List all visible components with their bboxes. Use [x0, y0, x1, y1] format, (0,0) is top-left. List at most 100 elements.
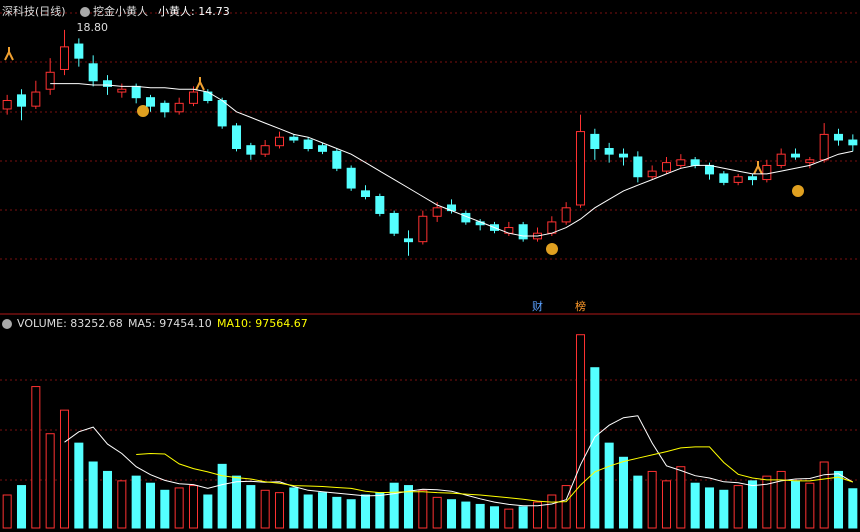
- volume-bar: [547, 494, 557, 529]
- volume-bar: [819, 461, 829, 529]
- volume-bar: [418, 489, 428, 529]
- volume-bar: [2, 494, 12, 529]
- volume-bar: [246, 485, 256, 529]
- volume-bar: [303, 494, 313, 529]
- volume-bar: [532, 501, 543, 529]
- candle-body: [102, 80, 113, 87]
- volume-bar: [145, 482, 156, 529]
- money-bag-icon: [792, 185, 804, 197]
- candle-body: [131, 85, 141, 99]
- price-ma-line: [50, 83, 853, 237]
- candle-body: [88, 63, 98, 82]
- volume-bar: [575, 334, 586, 529]
- candle-body: [217, 100, 227, 127]
- volume-bar: [704, 487, 715, 529]
- volume-bar: [590, 367, 600, 529]
- indicator-name: 挖金小黄人: [93, 4, 148, 18]
- candle-body: [317, 145, 328, 152]
- candle-body: [74, 43, 84, 59]
- indicator-label: 小黄人: 14.73: [158, 4, 230, 18]
- volume-bar: [504, 508, 514, 529]
- volume-bar: [747, 480, 758, 529]
- figure-icon: [753, 161, 763, 175]
- volume-bar: [375, 492, 385, 529]
- max-price-label: 18.80: [77, 21, 109, 34]
- candle-body: [690, 159, 700, 166]
- candle-body: [403, 238, 414, 243]
- event-marker: 财: [532, 299, 543, 313]
- volume-bar: [59, 409, 70, 529]
- candle-body: [575, 131, 586, 206]
- candle-body: [590, 133, 600, 150]
- candle-body: [719, 173, 729, 183]
- candle-body: [289, 136, 299, 141]
- volume-bar: [432, 496, 442, 529]
- candle-body: [762, 164, 772, 181]
- volume-bar: [690, 482, 700, 529]
- volume-bar: [403, 485, 414, 529]
- volume-bar: [604, 442, 614, 529]
- volume-bar: [733, 485, 743, 529]
- candle-body: [547, 221, 557, 234]
- volume-bar: [389, 482, 399, 529]
- money-bag-icon: [546, 243, 558, 255]
- candle-body: [432, 207, 442, 217]
- volume-ma10-line: [136, 446, 853, 503]
- candle-body: [848, 139, 858, 146]
- volume-bar: [260, 489, 270, 529]
- volume-bar: [647, 470, 657, 529]
- volume-bar: [74, 442, 84, 529]
- volume-bar: [332, 496, 342, 529]
- volume-bar: [461, 501, 471, 529]
- volume-bar: [833, 470, 844, 529]
- candle-body: [375, 196, 385, 214]
- ma5-label: MA5: 97454.10: [128, 317, 212, 330]
- grid: [0, 12, 860, 481]
- candle-body: [418, 215, 428, 243]
- volume-bar: [45, 433, 55, 529]
- figure-icon: [4, 47, 14, 61]
- candle-body: [303, 139, 313, 150]
- volume-bar: [790, 480, 801, 529]
- volume-bar: [475, 503, 485, 529]
- candle-body: [389, 212, 399, 234]
- candle-body: [231, 125, 242, 150]
- candle-body: [246, 145, 256, 155]
- volume-bar: [360, 494, 371, 529]
- volume-bar: [289, 487, 299, 529]
- candle-body: [274, 136, 285, 147]
- candle-body: [45, 71, 55, 90]
- volume-bar: [719, 489, 729, 529]
- volume-bar: [174, 487, 184, 529]
- candle-body: [260, 145, 270, 155]
- volume-bar: [131, 475, 141, 529]
- menu-icon[interactable]: [80, 7, 90, 17]
- volume-bar: [203, 494, 213, 529]
- volume-bar: [561, 485, 571, 529]
- candle-body: [518, 224, 528, 240]
- volume-bar: [16, 485, 27, 529]
- candle-body: [2, 100, 12, 110]
- volume-bar: [274, 492, 285, 529]
- candle-body: [117, 88, 127, 93]
- volume-bar: [489, 506, 500, 529]
- event-marker: 榜: [575, 299, 586, 313]
- candle-body: [160, 102, 170, 113]
- candle-body: [59, 46, 70, 70]
- candle-body: [633, 156, 643, 178]
- volume-bar: [102, 470, 113, 529]
- menu-icon[interactable]: [2, 319, 12, 329]
- candle-body: [805, 159, 815, 164]
- volume-bar: [160, 489, 170, 529]
- candle-body: [618, 153, 629, 158]
- icons: [4, 47, 804, 255]
- candle-body: [833, 133, 844, 141]
- volume-bar: [776, 470, 786, 529]
- volume-bar: [231, 475, 242, 529]
- candle-body: [332, 150, 342, 169]
- ma10-label: MA10: 97564.67: [217, 317, 308, 330]
- candle-body: [360, 190, 371, 198]
- volume-bar: [676, 466, 686, 529]
- candle-body: [604, 148, 614, 155]
